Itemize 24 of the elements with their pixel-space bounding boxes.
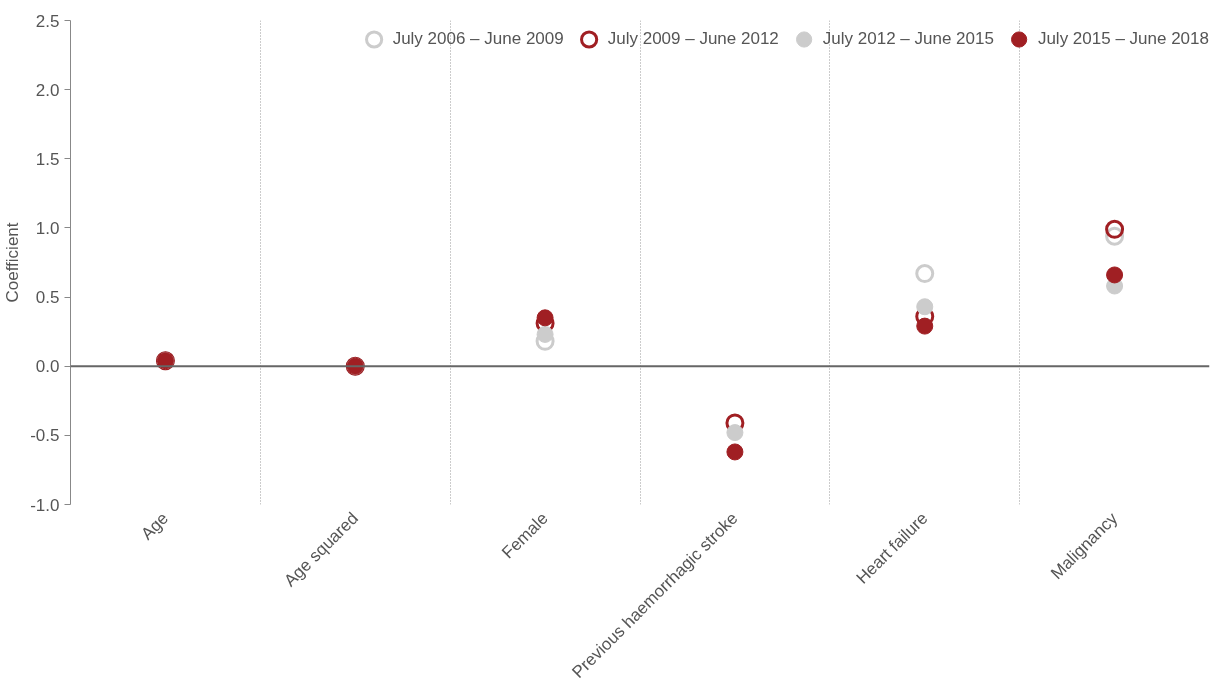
point [726,443,744,461]
y-tick-label: -0.5 [30,426,60,446]
legend-label: July 2006 – June 2009 [392,29,564,49]
point [915,264,935,284]
y-axis-title: Coefficient [3,222,23,303]
y-tick-label: 2.5 [35,11,60,31]
point [916,298,934,316]
legend-label: July 2012 – June 2015 [822,29,994,49]
y-tick-label: 1.0 [35,218,60,238]
y-tick-label: 1.5 [35,149,60,169]
point [1105,226,1125,246]
y-tick-label: 0.0 [35,357,60,377]
point [536,325,554,343]
point [536,309,554,327]
legend-label: July 2009 – June 2012 [607,29,779,49]
y-tick-label: 0.5 [35,288,60,308]
y-tick-label: -1.0 [30,495,60,515]
y-tick-label: 2.0 [35,80,60,100]
point [1106,266,1124,284]
x-tick-label: Age [137,508,173,544]
legend-label: July 2015 – June 2018 [1037,29,1209,49]
point [1105,219,1125,239]
point [916,317,934,335]
point [726,424,744,442]
